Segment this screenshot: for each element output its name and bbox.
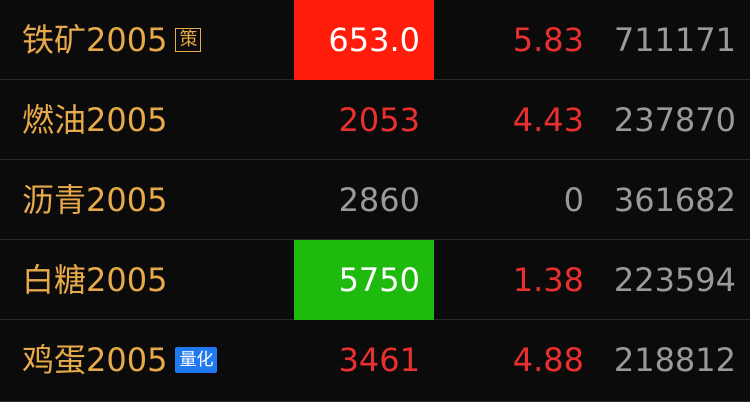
contract-name: 燃油2005 (22, 101, 168, 139)
price-change: 1.38 (512, 261, 584, 299)
contract-name: 鸡蛋2005 (22, 341, 168, 379)
volume: 237870 (613, 101, 736, 139)
price-change: 5.83 (512, 21, 584, 59)
last-price: 3461 (338, 341, 420, 379)
price-change: 4.88 (512, 341, 584, 379)
last-price: 2053 (338, 101, 420, 139)
price-flash-cell: 5750 (294, 240, 434, 320)
price-cell: 2053 (294, 80, 434, 160)
volume: 223594 (613, 261, 736, 299)
volume: 218812 (613, 341, 736, 379)
quote-row-egg[interactable]: 鸡蛋2005 量化 3461 4.88 218812 (0, 320, 750, 402)
price-change: 0 (563, 181, 584, 219)
last-price: 2860 (338, 181, 420, 219)
contract-name-cell: 燃油2005 (22, 80, 167, 160)
contract-name-cell: 白糖2005 (22, 240, 167, 320)
contract-name-cell: 沥青2005 (22, 160, 167, 240)
quote-row-sugar[interactable]: 白糖2005 5750 1.38 223594 (0, 240, 750, 320)
volume: 711171 (613, 21, 736, 59)
last-price: 5750 (338, 261, 420, 299)
contract-name: 铁矿2005 (22, 21, 168, 59)
contract-name: 白糖2005 (22, 261, 168, 299)
strategy-badge: 策 (175, 28, 202, 52)
contract-name: 沥青2005 (22, 181, 168, 219)
contract-name-cell: 鸡蛋2005 量化 (22, 320, 218, 400)
contract-name-cell: 铁矿2005 策 (22, 0, 202, 80)
quote-row-asphalt[interactable]: 沥青2005 2860 0 361682 (0, 160, 750, 240)
price-change: 4.43 (512, 101, 584, 139)
price-flash-cell: 653.0 (294, 0, 434, 80)
quote-row-fuel-oil[interactable]: 燃油2005 2053 4.43 237870 (0, 80, 750, 160)
quant-badge: 量化 (175, 347, 218, 373)
price-cell: 2860 (294, 160, 434, 240)
price-cell: 3461 (294, 320, 434, 400)
volume: 361682 (613, 181, 736, 219)
quote-row-iron-ore[interactable]: 铁矿2005 策 653.0 5.83 711171 (0, 0, 750, 80)
last-price: 653.0 (328, 21, 420, 59)
